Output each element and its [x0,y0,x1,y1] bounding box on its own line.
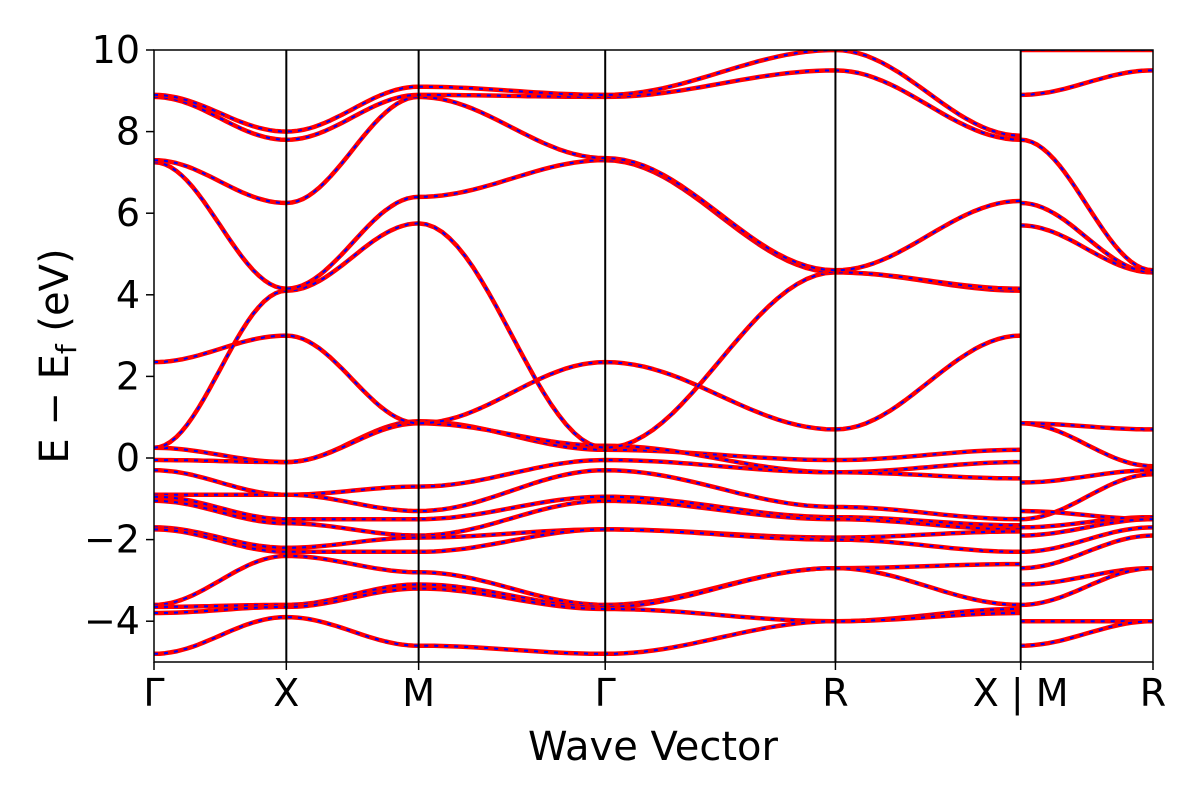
band-line-blue [154,499,1153,537]
band-13 [154,333,1153,432]
x-tick-label: R [1140,671,1166,715]
band-line-blue [154,222,1153,449]
band-17 [154,68,1153,143]
y-axis-label-subscript: f [50,343,83,354]
band-line-blue [154,50,1153,137]
band-line-blue [154,159,1153,290]
band-line-blue [154,69,1153,141]
x-tick-label: M [402,671,435,715]
band-line-blue [154,334,1153,431]
band-12 [154,610,1153,657]
band-6 [154,498,1153,538]
x-tick-label: X | M [973,671,1069,716]
x-tick-label: X [273,671,299,715]
y-tick-label: 8 [116,110,140,154]
high-symmetry-lines [285,50,1022,662]
band-10 [154,565,1153,610]
band-line-blue [154,526,1153,553]
band-line-blue [154,567,1153,608]
band-15 [154,157,1153,291]
y-tick-label: 0 [116,436,140,480]
plot-frame [153,49,1154,663]
y-axis: −4 −2 0 2 4 6 8 10 [84,28,154,643]
band-8 [154,527,1153,571]
band-16 [154,94,1153,273]
x-tick-label: Γ [595,671,616,715]
band-7 [154,525,1153,555]
y-tick-label: 2 [116,354,140,398]
band-18 [154,50,1153,138]
y-tick-label: 6 [116,191,140,235]
band-line-blue [154,612,1153,655]
x-tick-label: R [822,671,848,715]
bands-layer [154,50,1153,657]
y-tick-label: 4 [116,273,140,317]
y-tick-label: 10 [92,28,140,72]
x-tick-label: Γ [143,671,164,715]
y-axis-label-main: E − E [32,354,78,464]
y-tick-label: −4 [84,599,140,643]
y-tick-label: −2 [84,518,140,562]
band-line-red [154,94,1153,273]
x-axis: Γ X M Γ R X | M R [143,662,1166,716]
y-axis-label: E − Ef (eV) [32,248,83,463]
band-line-blue [154,528,1153,570]
x-axis-label: Wave Vector [528,724,779,770]
y-axis-label-unit: (eV) [32,248,78,344]
